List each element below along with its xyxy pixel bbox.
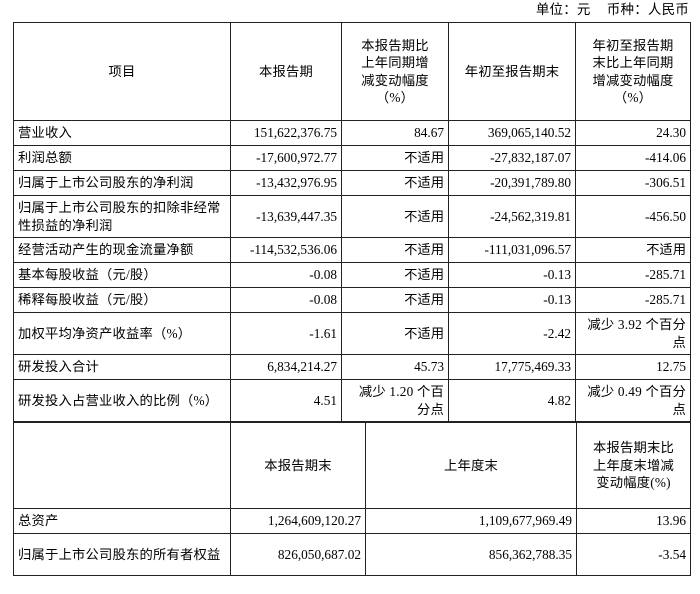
cell-ytd-yoy-change: 减少 3.92 个百分点 (575, 312, 691, 355)
cell-ytd: -27,832,187.07 (448, 145, 576, 171)
cell-ytd-yoy-change: 24.30 (575, 120, 691, 146)
cell-ytd: 369,065,140.52 (448, 120, 576, 146)
cell-yoy-change: 减少 1.20 个百分点 (341, 379, 449, 422)
row-label: 稀释每股收益（元/股） (13, 287, 231, 313)
cell-yoy-change: 不适用 (341, 262, 449, 288)
balance-header-row: 本报告期末 上年度末 本报告期末比 上年度末增减 变动幅度(%) (13, 422, 691, 509)
table-row: 利润总额 -17,600,972.77 不适用 -27,832,187.07 -… (13, 145, 691, 171)
cell-current-period: -1.61 (230, 312, 342, 355)
header-yoy-change-line3: 减变动幅度 (361, 72, 429, 88)
header-ytd-yoy-line1: 年初至报告期 (592, 37, 674, 53)
balance-header-current-period-end: 本报告期末 (230, 422, 366, 509)
cell-ytd: 17,775,469.33 (448, 354, 576, 380)
row-label: 加权平均净资产收益率（%） (13, 312, 231, 355)
cell-change: 13.96 (576, 508, 691, 534)
balance-header-change: 本报告期末比 上年度末增减 变动幅度(%) (576, 422, 691, 509)
cell-current-period: 6,834,214.27 (230, 354, 342, 380)
header-yoy-change: 本报告期比 上年同期增 减变动幅度 （%） (341, 22, 449, 121)
table-row: 总资产 1,264,609,120.27 1,109,677,969.49 13… (13, 508, 691, 534)
main-financial-table: 项目 本报告期 本报告期比 上年同期增 减变动幅度 （%） 年初至报告期末 年初… (13, 22, 691, 422)
row-label: 营业收入 (13, 120, 231, 146)
header-item: 项目 (13, 22, 231, 121)
cell-ytd: -0.13 (448, 262, 576, 288)
row-label: 基本每股收益（元/股） (13, 262, 231, 288)
cell-current-period: -17,600,972.77 (230, 145, 342, 171)
table-row: 归属于上市公司股东的扣除非经常性损益的净利润 -13,639,447.35 不适… (13, 195, 691, 238)
table-row: 经营活动产生的现金流量净额 -114,532,536.06 不适用 -111,0… (13, 237, 691, 263)
header-yoy-change-line2: 上年同期增 (361, 55, 429, 70)
row-label: 经营活动产生的现金流量净额 (13, 237, 231, 263)
cell-current-period-end: 826,050,687.02 (230, 533, 366, 576)
currency-label: 币种：人民币 (606, 2, 689, 17)
cell-ytd-yoy-change: -456.50 (575, 195, 691, 238)
table-header-row: 项目 本报告期 本报告期比 上年同期增 减变动幅度 （%） 年初至报告期末 年初… (13, 22, 691, 121)
cell-ytd-yoy-change: -285.71 (575, 262, 691, 288)
cell-ytd: -0.13 (448, 287, 576, 313)
header-ytd-yoy-line3: 增减变动幅度 (592, 72, 674, 88)
cell-change: -3.54 (576, 533, 691, 576)
cell-current-period: -13,432,976.95 (230, 170, 342, 196)
table-row: 归属于上市公司股东的净利润 -13,432,976.95 不适用 -20,391… (13, 170, 691, 196)
cell-ytd: -24,562,319.81 (448, 195, 576, 238)
table-row: 加权平均净资产收益率（%） -1.61 不适用 -2.42 减少 3.92 个百… (13, 312, 691, 355)
balance-header-item (13, 422, 231, 509)
row-label: 归属于上市公司股东的净利润 (13, 170, 231, 196)
cell-yoy-change: 45.73 (341, 354, 449, 380)
row-label: 归属于上市公司股东的扣除非经常性损益的净利润 (13, 195, 231, 238)
table-row: 研发投入占营业收入的比例（%） 4.51 减少 1.20 个百分点 4.82 减… (13, 379, 691, 422)
balance-sheet-table: 本报告期末 上年度末 本报告期末比 上年度末增减 变动幅度(%) 总资产 1,2… (13, 422, 691, 576)
table-row: 基本每股收益（元/股） -0.08 不适用 -0.13 -285.71 (13, 262, 691, 288)
cell-ytd: -2.42 (448, 312, 576, 355)
header-yoy-change-line1: 本报告期比 (361, 37, 429, 53)
cell-yoy-change: 不适用 (341, 170, 449, 196)
cell-ytd: -111,031,096.57 (448, 237, 576, 263)
table-row: 营业收入 151,622,376.75 84.67 369,065,140.52… (13, 120, 691, 146)
row-label: 总资产 (13, 508, 231, 534)
balance-header-change-line3: 变动幅度(%) (596, 475, 671, 491)
cell-ytd: 4.82 (448, 379, 576, 422)
cell-current-period: -0.08 (230, 262, 342, 288)
header-current-period: 本报告期 (230, 22, 342, 121)
cell-prev-year-end: 856,362,788.35 (365, 533, 577, 576)
cell-current-period: -13,639,447.35 (230, 195, 342, 238)
cell-current-period: 4.51 (230, 379, 342, 422)
header-ytd-yoy-line2: 末比上年同期 (592, 55, 674, 70)
row-label: 研发投入合计 (13, 354, 231, 380)
row-label: 利润总额 (13, 145, 231, 171)
row-label: 归属于上市公司股东的所有者权益 (13, 533, 231, 576)
cell-ytd-yoy-change: 不适用 (575, 237, 691, 263)
header-yoy-change-line4: （%） (375, 90, 415, 105)
header-ytd: 年初至报告期末 (448, 22, 576, 121)
cell-ytd-yoy-change: 减少 0.49 个百分点 (575, 379, 691, 422)
balance-header-prev-year-end: 上年度末 (365, 422, 577, 509)
table-row: 归属于上市公司股东的所有者权益 826,050,687.02 856,362,7… (13, 533, 691, 576)
cell-ytd: -20,391,789.80 (448, 170, 576, 196)
cell-current-period-end: 1,264,609,120.27 (230, 508, 366, 534)
cell-yoy-change: 不适用 (341, 287, 449, 313)
cell-yoy-change: 不适用 (341, 237, 449, 263)
unit-label: 单位：元 (535, 2, 591, 17)
table-row: 稀释每股收益（元/股） -0.08 不适用 -0.13 -285.71 (13, 287, 691, 313)
header-ytd-yoy-line4: （%） (613, 90, 653, 105)
cell-ytd-yoy-change: -306.51 (575, 170, 691, 196)
cell-prev-year-end: 1,109,677,969.49 (365, 508, 577, 534)
row-label: 研发投入占营业收入的比例（%） (13, 379, 231, 422)
cell-yoy-change: 不适用 (341, 312, 449, 355)
cell-ytd-yoy-change: 12.75 (575, 354, 691, 380)
cell-yoy-change: 不适用 (341, 195, 449, 238)
balance-header-change-line2: 上年度末增减 (593, 457, 674, 473)
units-caption: 单位：元 币种：人民币 (13, 0, 690, 22)
cell-current-period: -0.08 (230, 287, 342, 313)
table-row: 研发投入合计 6,834,214.27 45.73 17,775,469.33 … (13, 354, 691, 380)
header-ytd-yoy-change: 年初至报告期 末比上年同期 增减变动幅度 （%） (575, 22, 691, 121)
cell-current-period: -114,532,536.06 (230, 237, 342, 263)
cell-yoy-change: 84.67 (341, 120, 449, 146)
balance-header-change-line1: 本报告期末比 (593, 440, 674, 456)
cell-ytd-yoy-change: -285.71 (575, 287, 691, 313)
cell-current-period: 151,622,376.75 (230, 120, 342, 146)
cell-ytd-yoy-change: -414.06 (575, 145, 691, 171)
cell-yoy-change: 不适用 (341, 145, 449, 171)
